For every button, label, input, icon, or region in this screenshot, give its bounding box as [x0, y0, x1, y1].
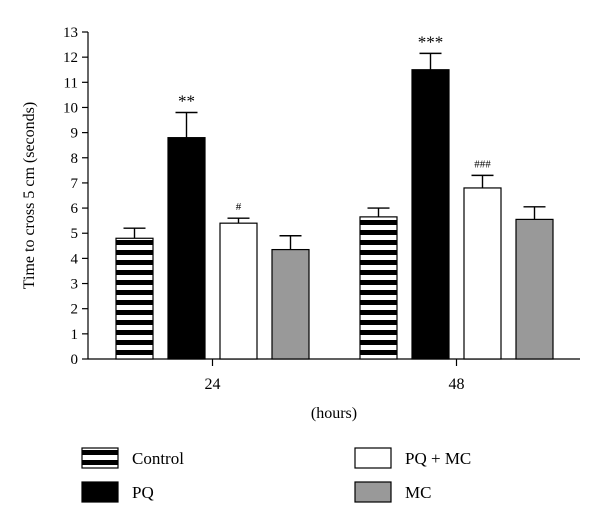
y-tick-label: 6: [71, 201, 79, 217]
y-tick-label: 10: [63, 100, 78, 116]
y-tick-label: 2: [71, 302, 79, 318]
bar-control-24: [115, 237, 154, 360]
bars: ** # *** ###: [115, 32, 554, 360]
bar-pq-mc-24: [219, 222, 258, 360]
y-tick-label: 9: [71, 126, 79, 142]
bar-pq-24: [167, 137, 206, 360]
y-tick-label: 1: [71, 327, 79, 343]
legend-item-pq-mc: PQ + MC: [354, 447, 471, 469]
legend-item-control: Control: [81, 447, 184, 469]
legend-label: Control: [132, 449, 184, 468]
legend-item-mc: MC: [354, 481, 431, 503]
x-tick-label: 48: [449, 376, 465, 393]
y-tick-label: 0: [71, 352, 79, 368]
y-tick-label: 12: [63, 50, 78, 66]
y-tick-label: 3: [71, 277, 79, 293]
legend-label: PQ + MC: [405, 449, 471, 468]
legend-swatch: [354, 447, 392, 469]
y-tick-label: 5: [71, 226, 79, 242]
significance-label: #: [236, 201, 242, 213]
legend-swatch: [354, 481, 392, 503]
y-tick-label: 7: [71, 176, 79, 192]
y-axis-label: Time to cross 5 cm (seconds): [21, 102, 38, 289]
y-tick-label: 8: [71, 151, 79, 167]
legend-item-pq: PQ: [81, 481, 154, 503]
y-tick-label: 4: [71, 251, 79, 267]
significance-label: ***: [418, 32, 444, 51]
legend: Control PQ PQ + MC MC: [81, 447, 471, 503]
significance-label: **: [178, 91, 195, 110]
x-tick-label: 24: [205, 376, 221, 393]
bar-mc-48: [515, 218, 554, 360]
legend-swatch: [81, 447, 119, 469]
significance-label: ###: [474, 158, 491, 170]
bar-pq-mc-48: [463, 187, 502, 360]
legend-label: PQ: [132, 483, 154, 502]
bar-mc-24: [271, 248, 310, 360]
legend-swatch: [81, 481, 119, 503]
legend-label: MC: [405, 483, 431, 502]
bar-control-48: [359, 216, 398, 360]
bar-pq-48: [411, 69, 450, 360]
y-tick-label: 11: [64, 75, 78, 91]
x-axis-label: (hours): [311, 405, 357, 422]
y-tick-label: 13: [63, 25, 78, 41]
